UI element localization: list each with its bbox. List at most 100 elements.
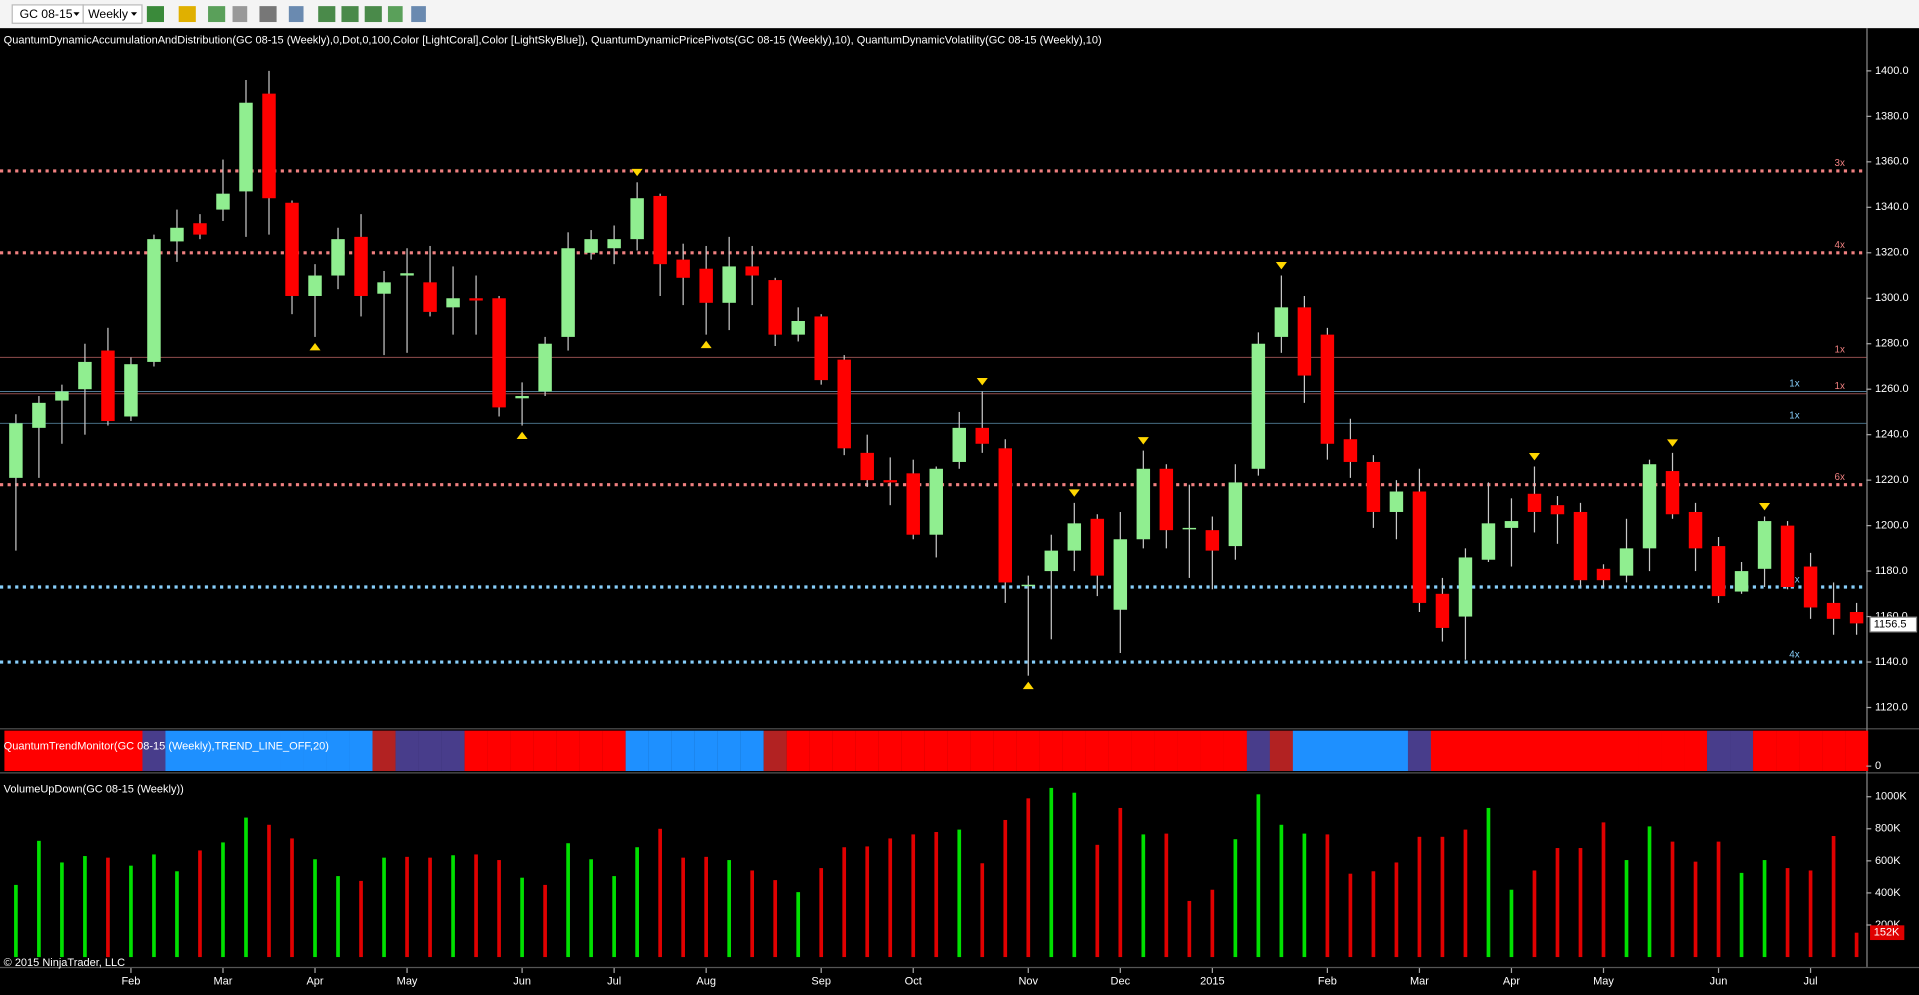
candle-body <box>952 427 966 462</box>
trend-cell <box>970 730 994 772</box>
trend-cell <box>1499 730 1524 772</box>
trend-cell <box>1730 730 1754 772</box>
trend-cell <box>1039 730 1063 772</box>
volume-bar <box>773 880 778 958</box>
pivot-low-marker <box>516 431 528 440</box>
trend-cell <box>487 730 511 772</box>
volume-bar <box>1762 860 1767 958</box>
volume-bar <box>221 842 225 958</box>
bar-type-button[interactable] <box>146 6 164 23</box>
volume-bar <box>1670 841 1675 958</box>
candle-body <box>630 198 644 240</box>
x-tick-label: Nov <box>1018 975 1038 987</box>
tool-button[interactable] <box>364 6 382 23</box>
trend-cell <box>1338 730 1363 772</box>
pivot-high-marker <box>1275 262 1287 270</box>
trend-cell <box>1223 730 1247 772</box>
volume-bar <box>1095 844 1100 958</box>
trend-cell <box>1361 730 1386 772</box>
interval-selector[interactable] <box>82 4 143 24</box>
candle-body <box>147 239 161 362</box>
tool-button[interactable] <box>411 6 426 23</box>
trend-cell <box>1269 730 1293 772</box>
volume-bar <box>1555 848 1560 958</box>
volume-bar <box>589 859 593 958</box>
trend-cell <box>441 730 465 772</box>
y-tick-label: 1280.0 <box>1875 338 1909 350</box>
volume-bar <box>819 868 824 958</box>
volume-bar <box>106 857 110 958</box>
tool-button[interactable] <box>387 6 403 23</box>
candle-body <box>538 343 552 392</box>
volume-bar <box>1532 870 1537 958</box>
tool-button[interactable] <box>341 6 359 23</box>
y-tick-label: 1260.0 <box>1875 383 1909 395</box>
last-price-label: 1156.5 <box>1874 618 1907 630</box>
trend-cell <box>1753 730 1777 772</box>
candle-body <box>1849 612 1864 624</box>
trend-cell <box>1292 730 1317 772</box>
candle-body <box>1711 546 1726 597</box>
volume-bar <box>382 857 386 958</box>
candle-body <box>469 298 483 301</box>
y-tick-label: 1340.0 <box>1875 201 1909 213</box>
candle-body <box>1412 491 1427 603</box>
trend-cell <box>1154 730 1178 772</box>
volume-bar <box>957 829 962 958</box>
candle-body <box>699 268 713 303</box>
trend-cell <box>786 730 810 772</box>
candle-body <box>216 193 230 210</box>
pivot-high-marker <box>976 378 988 386</box>
x-tick-label: Oct <box>905 975 922 987</box>
tool-button[interactable] <box>232 6 248 23</box>
y-tick-label: 1200.0 <box>1875 520 1909 532</box>
volume-bar <box>336 876 340 958</box>
volume-bar <box>267 824 271 958</box>
trend-cell <box>1707 730 1731 772</box>
trend-cell <box>27 730 51 772</box>
tool-button[interactable] <box>318 6 336 23</box>
volume-bar <box>612 876 616 958</box>
candle-body <box>492 298 506 408</box>
candle-body <box>400 273 414 276</box>
trend-cell <box>1476 730 1501 772</box>
zoom-button[interactable] <box>288 6 304 23</box>
trend-cell <box>96 730 120 772</box>
x-tick-label: Mar <box>1410 975 1429 987</box>
candle-body <box>9 423 23 478</box>
trend-cell <box>1453 730 1478 772</box>
volume-bar <box>1463 829 1468 958</box>
x-tick-label: Jun <box>513 975 531 987</box>
candle-body <box>722 266 736 303</box>
volume-bar <box>1210 889 1215 958</box>
candle-body <box>1113 539 1128 610</box>
volume-bar <box>980 863 985 958</box>
volume-bar <box>704 856 708 958</box>
trend-cell <box>1614 730 1639 772</box>
candle-body <box>1320 334 1335 444</box>
candle-body <box>653 195 667 265</box>
pivot-label: 1x <box>1835 345 1845 356</box>
trend-cell <box>1108 730 1132 772</box>
dropdown-arrow <box>73 12 80 16</box>
trend-cell <box>763 730 787 772</box>
volume-bar <box>1624 860 1629 958</box>
y-tick-label: 1240.0 <box>1875 429 1909 441</box>
volume-bar <box>1785 868 1790 958</box>
y-tick-label: 1120.0 <box>1875 701 1908 713</box>
cursor-button[interactable] <box>259 6 277 23</box>
trend-cell <box>188 730 212 772</box>
draw-button[interactable] <box>178 6 196 23</box>
trend-cell <box>625 730 649 772</box>
candle-body <box>55 391 69 401</box>
tool-button[interactable] <box>208 6 226 23</box>
candle-body <box>32 402 46 428</box>
volume-bar <box>1509 889 1514 958</box>
candle-body <box>929 468 943 535</box>
volume-tick-label: 1000K <box>1875 791 1907 803</box>
trend-cell <box>809 730 833 772</box>
volume-bar <box>1486 807 1491 958</box>
pivot-high-marker <box>1759 503 1771 511</box>
candle-body <box>78 361 92 390</box>
